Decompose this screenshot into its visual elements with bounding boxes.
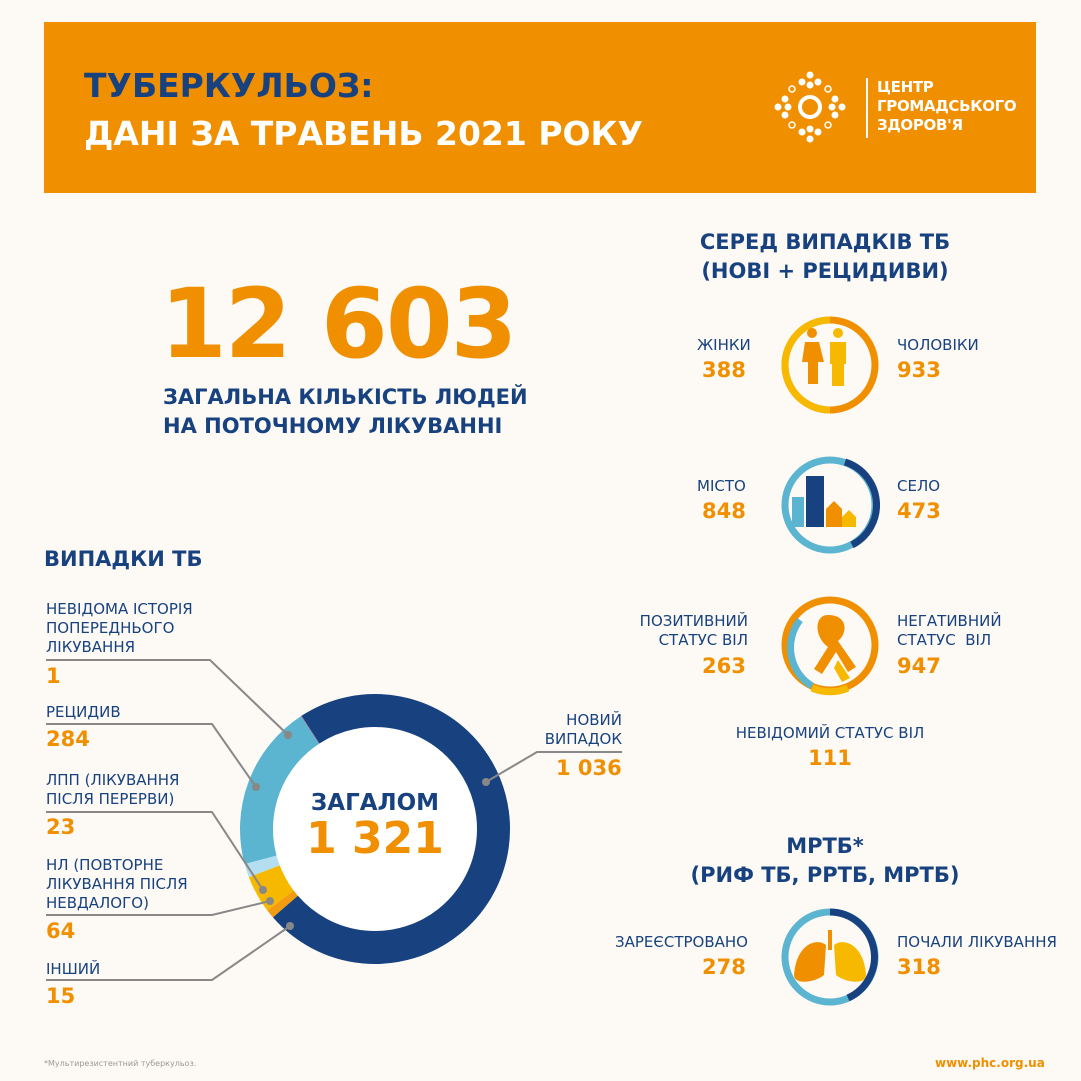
- registered-label: ЗАРЕЄСТРОВАНО: [614, 933, 748, 951]
- village-label: СЕЛО: [897, 477, 941, 495]
- hiv-negative-value: 947: [897, 654, 941, 678]
- center-value: 1 321: [306, 813, 444, 864]
- cases-title: ВИПАДКИ ТБ: [44, 547, 203, 571]
- total-treatment-value: 12 603: [160, 268, 517, 380]
- women-label: ЖІНКИ: [697, 336, 751, 354]
- other-value: 15: [46, 984, 76, 1008]
- gender-ring-icon: [781, 316, 879, 414]
- city-label: МІСТО: [697, 477, 746, 495]
- city-value: 848: [702, 499, 746, 523]
- hiv-ribbon-ring-icon: [781, 596, 879, 696]
- city-village-ring-icon: [781, 456, 880, 554]
- unknown-history-label: НЕВІДОМА ІСТОРІЯ ПОПЕРЕДНЬОГО ЛІКУВАННЯ: [46, 600, 193, 656]
- started-label: ПОЧАЛИ ЛІКУВАННЯ: [897, 933, 1057, 951]
- page-title: ТУБЕРКУЛЬОЗ: ДАНІ ЗА ТРАВЕНЬ 2021 РОКУ: [84, 66, 643, 153]
- logo-divider: [866, 78, 868, 138]
- women-value: 388: [702, 358, 746, 382]
- hiv-unknown-value: 111: [808, 746, 852, 770]
- org-name: ЦЕНТР ГРОМАДСЬКОГО ЗДОРОВ'Я: [877, 78, 1017, 134]
- started-value: 318: [897, 955, 941, 979]
- men-label: ЧОЛОВІКИ: [897, 336, 979, 354]
- hiv-positive-label: ПОЗИТИВНИЙ СТАТУС ВІЛ: [639, 612, 748, 649]
- total-treatment-caption: ЗАГАЛЬНА КІЛЬКІСТЬ ЛЮДЕЙ НА ПОТОЧНОМУ ЛІК…: [163, 385, 528, 438]
- new-case-label: НОВИЙ ВИПАДОК: [544, 711, 622, 748]
- hiv-negative-label: НЕГАТИВНИЙ СТАТУС ВІЛ: [897, 612, 1002, 649]
- phc-logo-icon: [774, 71, 846, 143]
- mdr-title: МРТБ* (РИФ ТБ, РРТБ, МРТБ): [690, 834, 960, 887]
- header-banner: ТУБЕРКУЛЬОЗ: ДАНІ ЗА ТРАВЕНЬ 2021 РОКУ: [44, 22, 1036, 193]
- donut-center: ЗАГАЛОМ 1 321: [270, 790, 480, 862]
- among-title: СЕРЕД ВИПАДКІВ ТБ (НОВІ + РЕЦИДИВИ): [699, 230, 951, 283]
- center-label: ЗАГАЛОМ: [310, 790, 440, 816]
- footnote: *Мультирезистентний туберкульоз.: [44, 1059, 197, 1068]
- village-value: 473: [897, 499, 941, 523]
- lungs-ring-icon: [781, 908, 879, 1006]
- registered-value: 278: [702, 955, 746, 979]
- men-value: 933: [897, 358, 941, 382]
- hiv-unknown-label: НЕВІДОМИЙ СТАТУС ВІЛ: [735, 724, 925, 742]
- hiv-positive-value: 263: [702, 654, 746, 678]
- website-link[interactable]: www.phc.org.ua: [935, 1056, 1045, 1070]
